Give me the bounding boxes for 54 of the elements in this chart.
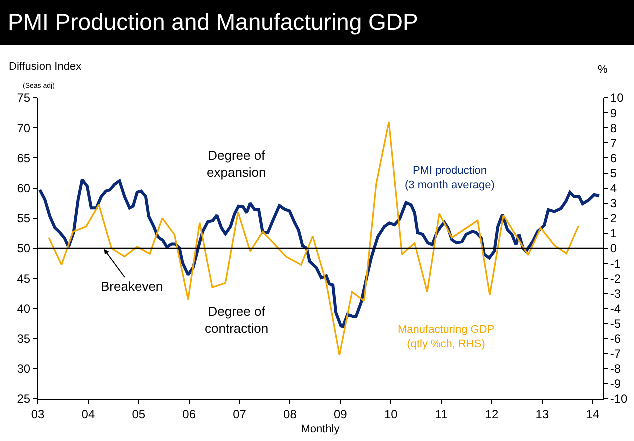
y-tick-label: 55 <box>17 212 31 226</box>
y-tick-label: 50 <box>17 242 31 256</box>
annotation: Breakeven <box>101 279 164 294</box>
y2-tick-label: -3 <box>610 286 622 301</box>
x-axis-title: Monthly <box>301 424 340 436</box>
y-tick-label: 45 <box>17 272 31 286</box>
y2-tick-label: -8 <box>610 362 622 376</box>
x-tick-label: 05 <box>132 407 146 422</box>
x-tick-label: 06 <box>182 407 196 422</box>
x-tick-label: 10 <box>384 407 398 422</box>
y2-tick-label: 0 <box>610 242 618 256</box>
y2-tick-label: 4 <box>610 182 618 196</box>
y-tick-label: 60 <box>17 182 31 196</box>
y2-tick-label: 1 <box>610 226 618 241</box>
y2-tick-label: 3 <box>610 196 618 211</box>
x-tick-label: 14 <box>586 407 600 422</box>
chart-title: PMI Production and Manufacturing GDP <box>0 0 634 45</box>
x-tick-label: 08 <box>284 407 298 422</box>
x-tick-label: 12 <box>485 407 500 422</box>
y2-tick-label: 2 <box>610 212 618 226</box>
y-tick-label: 65 <box>17 151 31 166</box>
annotation: Degree of expansion <box>207 148 266 180</box>
series-label: PMI production (3 month average) <box>405 165 495 192</box>
y2-tick-label: -1 <box>610 256 622 271</box>
x-tick-label: 07 <box>233 407 247 422</box>
y2-tick-label: -5 <box>610 316 622 331</box>
y2-tick-label: -7 <box>610 347 622 362</box>
annotation: Degree of contraction <box>205 304 269 336</box>
x-tick-label: 11 <box>435 407 448 422</box>
y-tick-label: 35 <box>17 332 31 346</box>
line-series <box>48 121 580 356</box>
y2-tick-label: 6 <box>610 151 618 166</box>
y2-tick-label: -2 <box>610 272 622 286</box>
y2-tick-label: 8 <box>610 121 618 136</box>
y2-tick-label: 5 <box>610 166 618 180</box>
x-tick-label: 03 <box>31 407 45 422</box>
y-tick-label: 75 <box>17 91 31 106</box>
y-tick-label: 70 <box>17 121 31 136</box>
y2-tick-label: -9 <box>610 377 622 392</box>
x-tick-label: 13 <box>536 407 550 422</box>
y-tick-label: 25 <box>17 392 31 406</box>
y2-axis-title: % <box>598 64 608 76</box>
y-tick-label: 30 <box>17 362 31 376</box>
x-tick-label: 04 <box>82 407 96 422</box>
x-tick-label: 09 <box>334 407 348 422</box>
y2-tick-label: -6 <box>610 332 622 346</box>
text: Manufacturing GDP (qtly %ch, RHS) <box>398 324 495 350</box>
y2-tick-label: 10 <box>610 91 624 106</box>
y2-tick-label: -10 <box>610 392 628 406</box>
y-axis-title: Diffusion Index <box>9 61 82 73</box>
y2-tick-label: 9 <box>610 106 618 120</box>
y-tick-label: 40 <box>17 302 31 316</box>
y2-tick-label: 7 <box>610 136 618 150</box>
y2-tick-label: -4 <box>610 302 622 316</box>
